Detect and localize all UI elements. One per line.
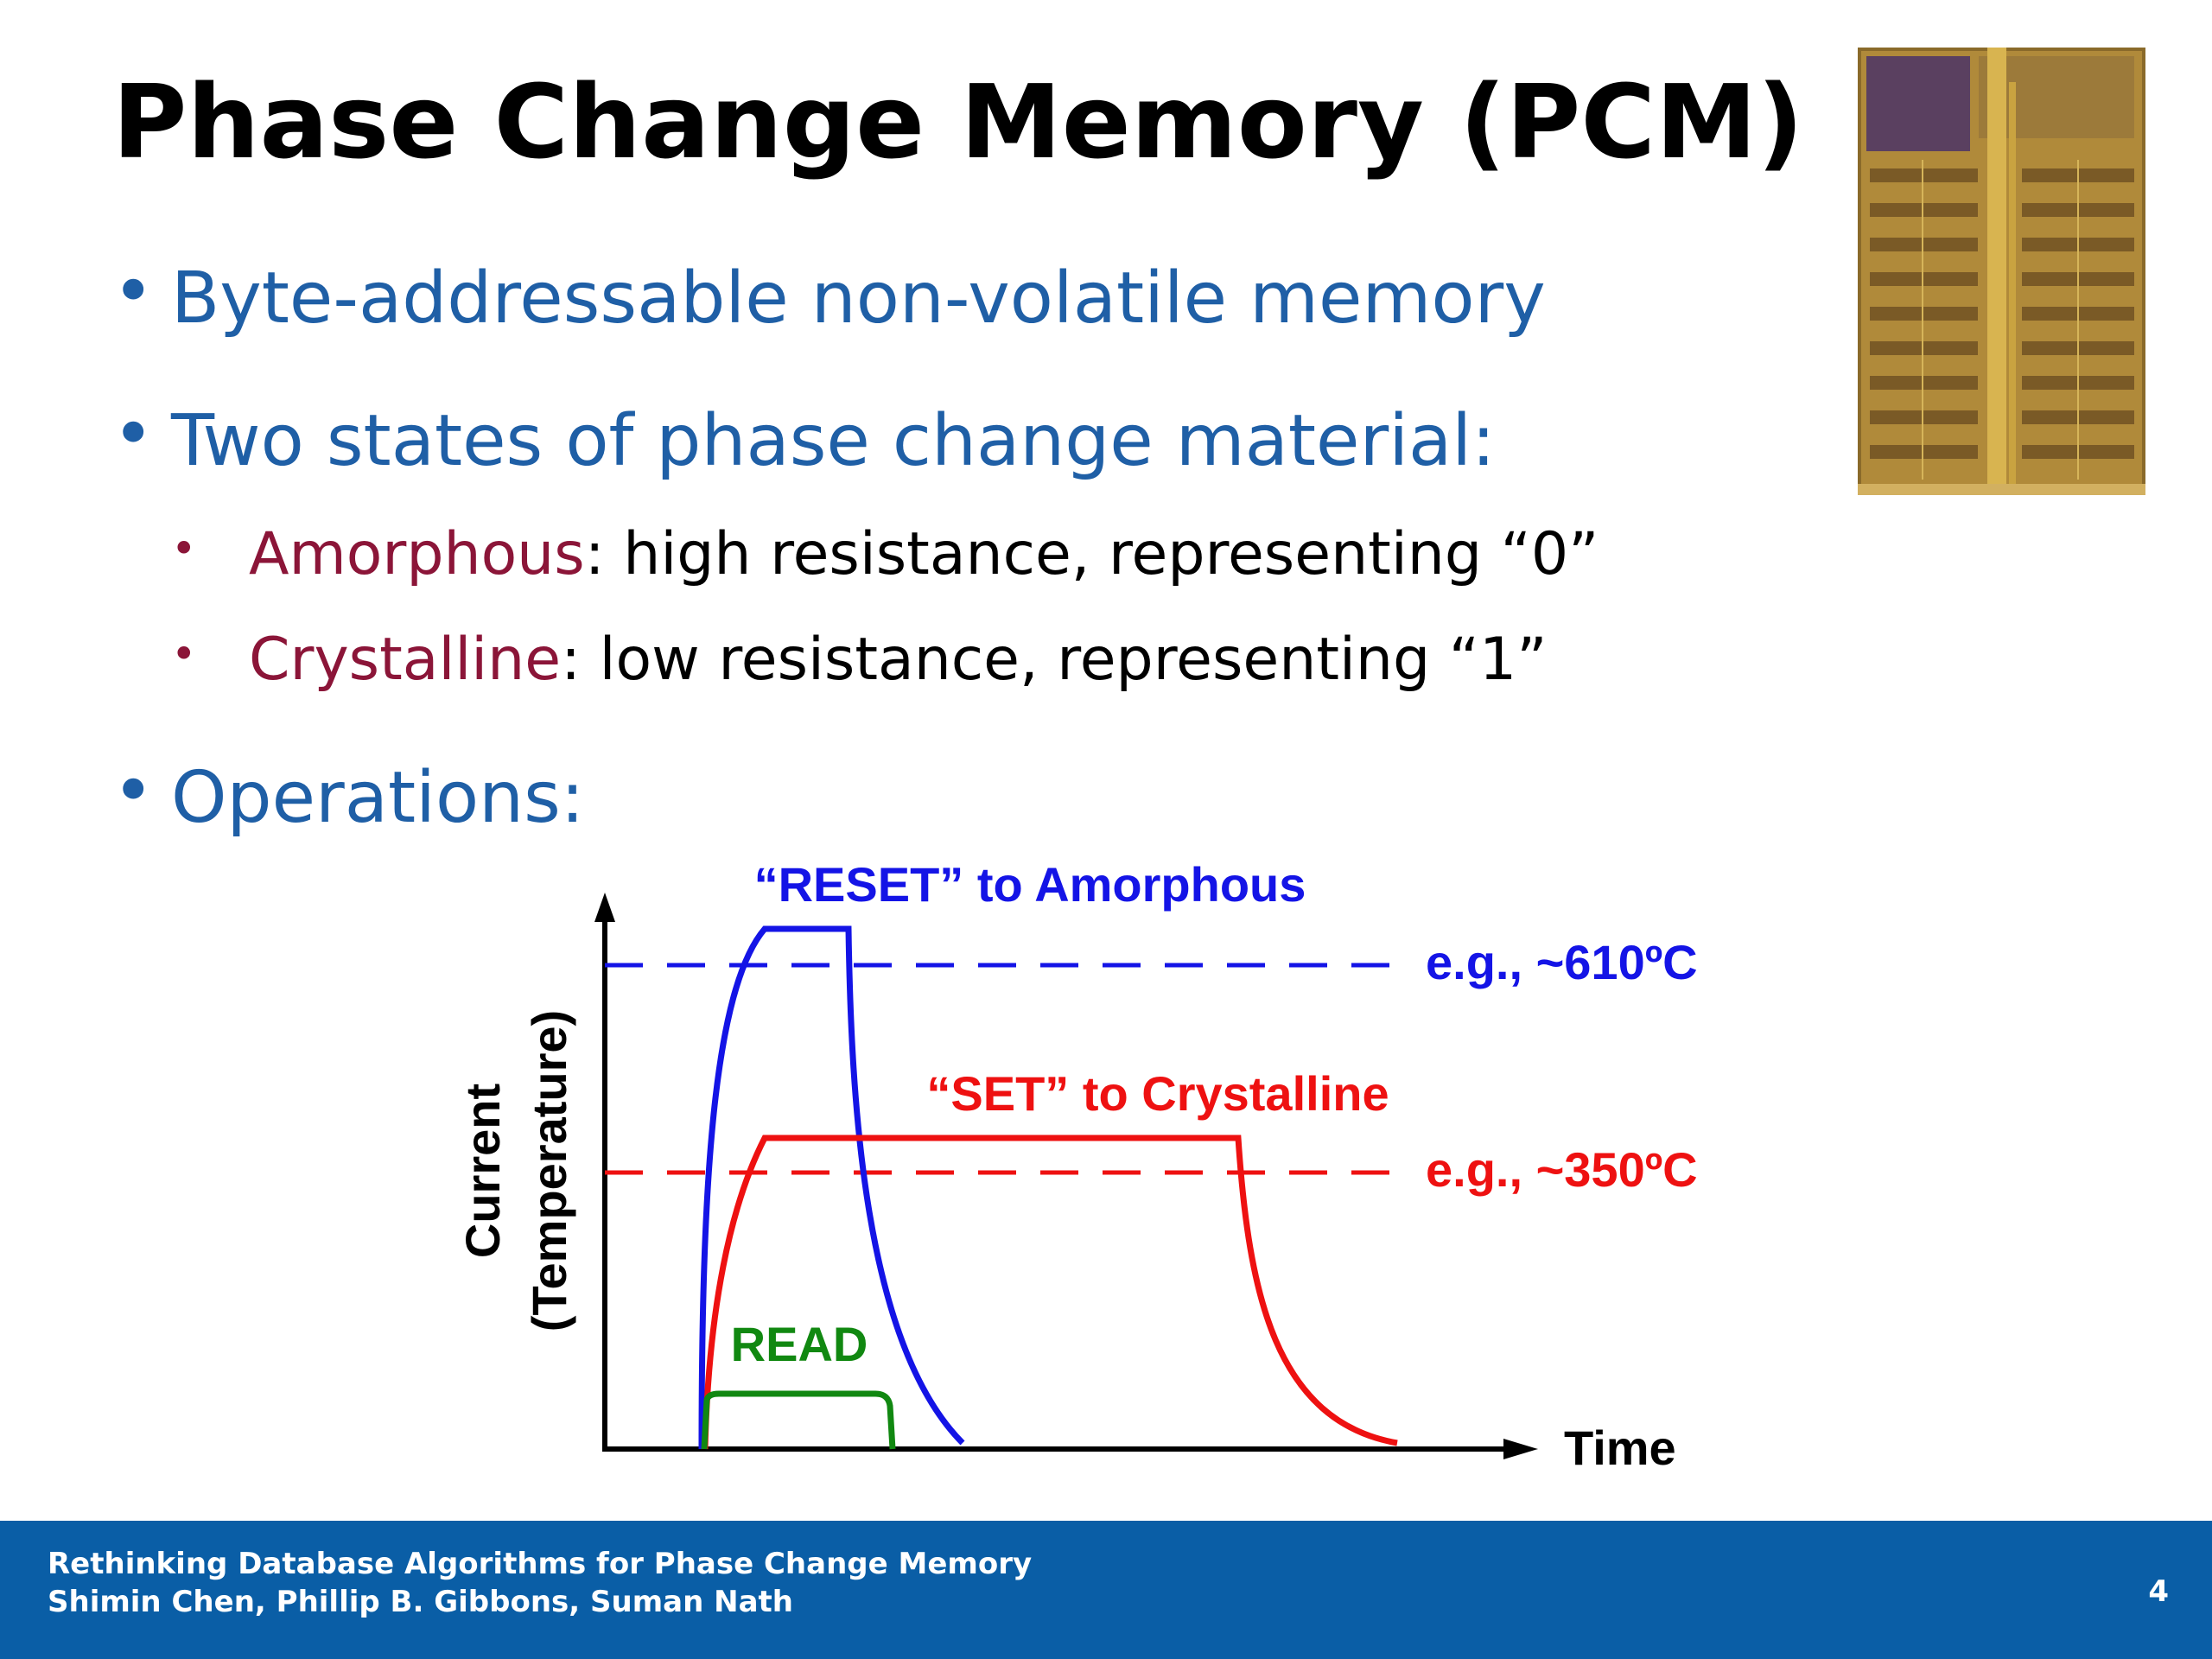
x-axis-label: Time bbox=[1564, 1421, 1676, 1475]
pcm-operations-diagram: “RESET” to Amorphous e.g., ~610ºC “SET” … bbox=[455, 860, 1698, 1475]
y-axis-arrow-icon bbox=[594, 893, 615, 922]
sub-bullet-term: Crystalline bbox=[249, 626, 562, 694]
page-number: 4 bbox=[2148, 1574, 2169, 1609]
reset-label: “RESET” to Amorphous bbox=[754, 860, 1306, 912]
bullet-icon: • bbox=[112, 393, 155, 475]
sub-bullet-text: : low resistance, representing “1” bbox=[561, 626, 1548, 694]
read-pulse-curve bbox=[701, 1390, 896, 1450]
reset-pulse-curve bbox=[698, 925, 965, 1450]
set-pulse-curve bbox=[702, 1135, 1398, 1450]
footer-authors: Shimin Chen, Phillip B. Gibbons, Suman N… bbox=[48, 1585, 793, 1619]
sub-bullet-icon: • bbox=[171, 524, 197, 574]
bullet-text: Byte-addressable non-volatile memory bbox=[171, 257, 1546, 340]
slide-title: Phase Change Memory (PCM) bbox=[112, 62, 1804, 181]
set-label: “SET” to Crystalline bbox=[926, 1066, 1389, 1121]
x-axis-arrow-icon bbox=[1503, 1439, 1538, 1459]
y-axis-label-line2: (Temperature) bbox=[522, 1010, 576, 1332]
sub-bullet-term: Amorphous bbox=[249, 520, 585, 588]
bullet-text: Operations: bbox=[171, 757, 585, 839]
footer-title: Rethinking Database Algorithms for Phase… bbox=[48, 1547, 1033, 1581]
sub-bullet-icon: • bbox=[171, 629, 197, 679]
reset-temperature-label: e.g., ~610ºC bbox=[1426, 935, 1698, 989]
bullet-icon: • bbox=[112, 750, 155, 832]
pcm-chip-image bbox=[1858, 48, 2145, 495]
slide-footer: Rethinking Database Algorithms for Phase… bbox=[0, 1521, 2212, 1659]
bullet-text: Two states of phase change material: bbox=[171, 400, 1496, 482]
y-axis-label-line1: Current bbox=[455, 1084, 510, 1258]
sub-bullet-text: : high resistance, representing “0” bbox=[584, 520, 1599, 588]
bullet-icon: • bbox=[112, 251, 155, 333]
read-label: READ bbox=[731, 1317, 868, 1371]
set-temperature-label: e.g., ~350ºC bbox=[1426, 1142, 1698, 1197]
